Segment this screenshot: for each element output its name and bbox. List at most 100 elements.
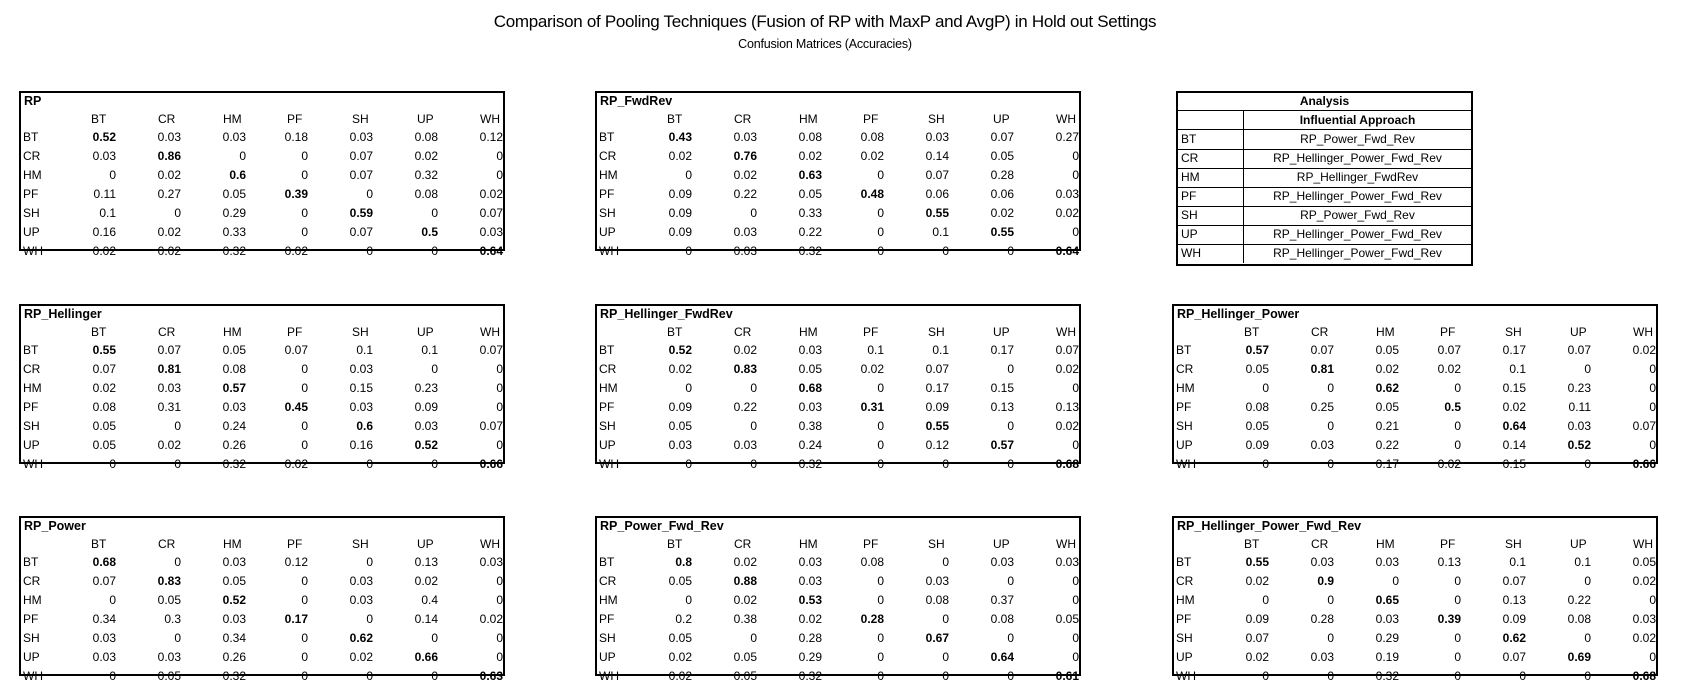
matrix-cell: 0.22 bbox=[733, 400, 757, 414]
diagonal-cell: 0.48 bbox=[860, 187, 884, 201]
matrix-cell: 0 bbox=[366, 555, 373, 569]
matrix-cell: 0 bbox=[1327, 457, 1334, 471]
page-title: Comparison of Pooling Techniques (Fusion… bbox=[493, 12, 1157, 31]
matrix-cell: 0 bbox=[431, 362, 438, 376]
table-row: BT 0.68 0 0.03 0.12 0 0.13 0.03 bbox=[21, 555, 503, 574]
diagonal-cell: 0.62 bbox=[1502, 631, 1526, 645]
matrix-cell: 0.05 bbox=[668, 574, 692, 588]
column-header: CR bbox=[1311, 325, 1329, 339]
matrix-cell: 0.22 bbox=[798, 225, 822, 239]
column-headers: BT CR HM PF SH UP WH bbox=[1174, 325, 1656, 343]
matrix-cell: 0 bbox=[750, 631, 757, 645]
row-label: PF bbox=[23, 612, 39, 626]
row-label: PF bbox=[23, 400, 39, 414]
matrix-title: RP_Power_Fwd_Rev bbox=[600, 519, 724, 533]
column-header: BT bbox=[1244, 537, 1260, 551]
matrix-cell: 0 bbox=[1007, 244, 1014, 258]
matrix-cell: 0 bbox=[877, 631, 884, 645]
matrix-cell: 0.05 bbox=[1375, 400, 1399, 414]
matrix-cell: 0.26 bbox=[222, 438, 246, 452]
matrix-cell: 0.28 bbox=[798, 631, 822, 645]
row-label: SH bbox=[599, 631, 616, 645]
matrix-cell: 0 bbox=[1007, 631, 1014, 645]
column-header: BT bbox=[91, 112, 107, 126]
matrix-cell: 0.11 bbox=[93, 187, 116, 201]
row-label: PF bbox=[1176, 612, 1192, 626]
matrix-cell: 0.38 bbox=[798, 419, 822, 433]
diagonal-cell: 0.62 bbox=[1375, 381, 1399, 395]
column-headers: BT CR HM PF SH UP WH bbox=[597, 112, 1079, 130]
matrix-cell: 0.32 bbox=[222, 244, 246, 258]
matrix-cell: 0 bbox=[1007, 362, 1014, 376]
matrix-cell: 0.05 bbox=[668, 631, 692, 645]
table-row: BT 0.52 0.03 0.03 0.18 0.03 0.08 0.12 bbox=[21, 130, 503, 149]
matrix-cell: 0 bbox=[1007, 669, 1014, 683]
matrix-cell: 0.06 bbox=[990, 187, 1014, 201]
row-label: CR bbox=[1176, 362, 1194, 376]
diagonal-cell: 0.57 bbox=[1245, 343, 1269, 357]
table-row: HM 0.02 0.03 0.57 0 0.15 0.23 0 bbox=[21, 381, 503, 400]
table-row: UP 0.03 0.03 0.24 0 0.12 0.57 0 bbox=[597, 438, 1079, 457]
column-header: CR bbox=[158, 112, 176, 126]
analysis-class: HM bbox=[1181, 170, 1200, 184]
matrix-cell: 0.02 bbox=[284, 244, 308, 258]
matrix-cell: 0 bbox=[496, 400, 503, 414]
matrix-cell: 0 bbox=[496, 593, 503, 607]
matrix-cell: 0 bbox=[366, 612, 373, 626]
table-row: UP 0.09 0.03 0.22 0 0.14 0.52 0 bbox=[1174, 438, 1656, 457]
matrix-cell: 0.06 bbox=[925, 187, 949, 201]
table-row: HM 0 0 0.68 0 0.17 0.15 0 bbox=[597, 381, 1079, 400]
matrix-cell: 0.19 bbox=[1375, 650, 1399, 664]
table-row: PF 0.2 0.38 0.02 0.28 0 0.08 0.05 bbox=[597, 612, 1079, 631]
column-header: WH bbox=[1633, 325, 1653, 339]
matrix-cell: 0.31 bbox=[157, 400, 181, 414]
matrix-cell: 0.03 bbox=[733, 244, 757, 258]
row-label: WH bbox=[1176, 457, 1196, 471]
matrix-cell: 0.02 bbox=[668, 149, 692, 163]
matrix-cell: 0.09 bbox=[668, 400, 692, 414]
matrix-cell: 0.07 bbox=[349, 149, 373, 163]
diagonal-cell: 0.52 bbox=[222, 593, 246, 607]
matrix-cell: 0.03 bbox=[157, 650, 181, 664]
matrix-cell: 0 bbox=[174, 555, 181, 569]
matrix-cell: 0 bbox=[1649, 650, 1656, 664]
matrix-cell: 0.02 bbox=[798, 612, 822, 626]
matrix-cell: 0.23 bbox=[1567, 381, 1591, 395]
matrix-cell: 0.02 bbox=[479, 187, 503, 201]
matrix-cell: 0.02 bbox=[1437, 362, 1461, 376]
matrix-cell: 0.05 bbox=[1055, 612, 1079, 626]
diagonal-cell: 0.6 bbox=[229, 168, 246, 182]
matrix-cell: 0.02 bbox=[1632, 574, 1656, 588]
table-row: CR 0.02 0.9 0 0 0.07 0 0.02 bbox=[1174, 574, 1656, 593]
row-label: PF bbox=[599, 400, 615, 414]
matrix-cell: 0.16 bbox=[92, 225, 116, 239]
diagonal-cell: 0.68 bbox=[1055, 457, 1079, 471]
row-label: UP bbox=[599, 438, 616, 452]
diagonal-cell: 0.68 bbox=[798, 381, 822, 395]
matrix-cell: 0.03 bbox=[1567, 419, 1591, 433]
matrix-cell: 0.05 bbox=[1245, 362, 1269, 376]
matrix-cell: 0.09 bbox=[1245, 612, 1269, 626]
matrix-cell: 0 bbox=[1649, 400, 1656, 414]
diagonal-cell: 0.39 bbox=[284, 187, 308, 201]
column-header: CR bbox=[1311, 537, 1329, 551]
diagonal-cell: 0.66 bbox=[414, 650, 438, 664]
matrix-cell: 0.02 bbox=[1055, 206, 1079, 220]
matrix-cell: 0.05 bbox=[798, 187, 822, 201]
table-row: PF 0.09 0.28 0.03 0.39 0.09 0.08 0.03 bbox=[1174, 612, 1656, 631]
matrix-cell: 0 bbox=[1072, 225, 1079, 239]
row-label: CR bbox=[23, 362, 41, 376]
row-label: PF bbox=[1176, 400, 1192, 414]
matrix-cell: 0.02 bbox=[1632, 343, 1656, 357]
table-row: BT 0.57 0.07 0.05 0.07 0.17 0.07 0.02 bbox=[1174, 343, 1656, 362]
matrix-cell: 0 bbox=[1072, 438, 1079, 452]
table-row: BT 0.52 0.02 0.03 0.1 0.1 0.17 0.07 bbox=[597, 343, 1079, 362]
table-row: SH 0.07 0 0.29 0 0.62 0 0.02 bbox=[1174, 631, 1656, 650]
column-header: SH bbox=[352, 112, 369, 126]
matrix-cell: 0.05 bbox=[990, 149, 1014, 163]
column-header: WH bbox=[480, 325, 500, 339]
diagonal-cell: 0.17 bbox=[284, 612, 308, 626]
diagonal-cell: 0.61 bbox=[1055, 669, 1079, 683]
matrix-cell: 0 bbox=[1072, 650, 1079, 664]
row-label: HM bbox=[599, 168, 618, 182]
